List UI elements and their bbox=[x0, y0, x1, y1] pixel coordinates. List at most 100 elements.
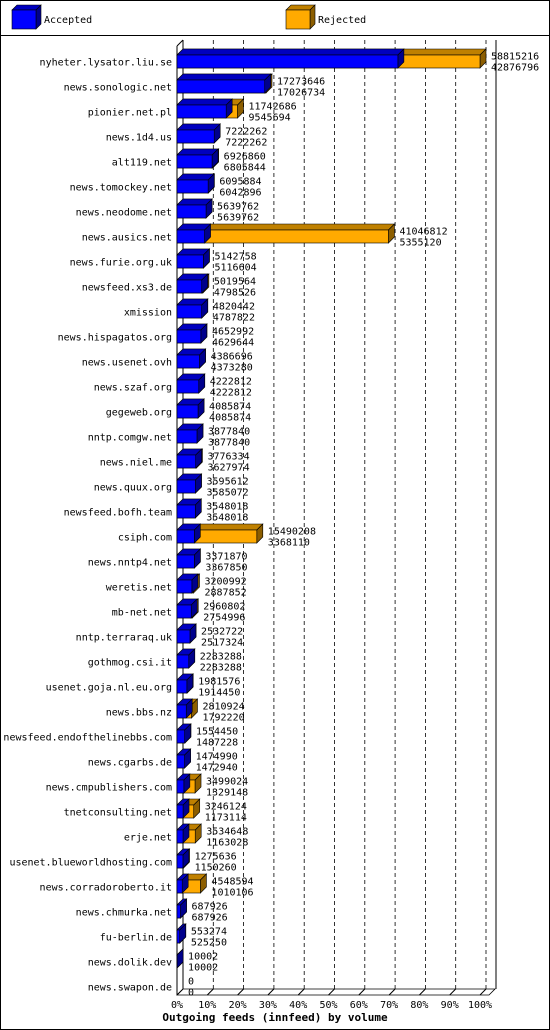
accepted-value-8: 5116604 bbox=[214, 263, 256, 274]
total-value-21: 3200992 bbox=[204, 577, 246, 588]
total-value-2: 11742686 bbox=[248, 102, 296, 113]
accepted-value-5: 6042896 bbox=[219, 188, 261, 199]
total-value-30: 3246124 bbox=[205, 802, 247, 813]
accepted-value-29: 1329148 bbox=[206, 788, 248, 799]
tick-mark-10 bbox=[479, 988, 487, 996]
x-tick-label-7: 70% bbox=[380, 1000, 398, 1011]
total-value-17: 3595612 bbox=[207, 477, 249, 488]
category-label-29: news.cmpublishers.com bbox=[46, 783, 172, 794]
category-label-20: news.nntp4.net bbox=[88, 558, 172, 569]
accepted-value-36: 10002 bbox=[188, 963, 218, 974]
accepted-bar-9-front bbox=[176, 279, 203, 294]
total-value-31: 3534648 bbox=[206, 827, 248, 838]
accepted-value-34: 687926 bbox=[192, 913, 228, 924]
accepted-value-6: 5639762 bbox=[217, 213, 259, 224]
total-value-1: 17273646 bbox=[277, 77, 325, 88]
total-value-29: 3499024 bbox=[206, 777, 248, 788]
total-value-3: 7222262 bbox=[225, 127, 267, 138]
tick-mark-9 bbox=[449, 988, 457, 996]
category-label-30: tnetconsulting.net bbox=[64, 808, 172, 819]
total-value-9: 5019564 bbox=[214, 277, 256, 288]
category-label-9: newsfeed.xs3.de bbox=[82, 283, 172, 294]
accepted-value-15: 3877840 bbox=[208, 438, 250, 449]
category-label-31: erje.net bbox=[124, 833, 172, 844]
legend-swatch-0 bbox=[11, 9, 37, 30]
total-value-22: 2960802 bbox=[203, 602, 245, 613]
accepted-bar-34-front bbox=[176, 904, 181, 919]
accepted-bar-5-top bbox=[176, 173, 215, 181]
total-value-28: 1474990 bbox=[196, 752, 238, 763]
category-label-36: news.dolik.dev bbox=[88, 958, 172, 969]
x-tick-label-2: 20% bbox=[229, 1000, 247, 1011]
accepted-bar-11-front bbox=[176, 329, 202, 344]
category-label-21: weretis.net bbox=[106, 583, 172, 594]
category-label-17: news.quux.org bbox=[94, 483, 172, 494]
accepted-bar-10-front bbox=[176, 304, 202, 319]
total-value-18: 3548018 bbox=[206, 502, 248, 513]
total-value-14: 4085874 bbox=[209, 402, 251, 413]
accepted-value-11: 4629644 bbox=[212, 338, 254, 349]
tick-mark-3 bbox=[267, 988, 275, 996]
accepted-bar-26-front bbox=[176, 704, 187, 719]
accepted-bar-8-front bbox=[176, 254, 204, 269]
accepted-value-9: 4798526 bbox=[214, 288, 256, 299]
category-label-37: news.swapon.de bbox=[88, 983, 172, 994]
tick-mark-4 bbox=[297, 988, 305, 996]
accepted-bar-30-front bbox=[176, 804, 184, 819]
accepted-bar-28-front bbox=[176, 754, 185, 769]
total-value-35: 553274 bbox=[191, 927, 227, 938]
legend-label-0: Accepted bbox=[44, 15, 92, 26]
legend-label-1: Rejected bbox=[318, 15, 366, 26]
total-value-8: 5142758 bbox=[214, 252, 256, 263]
accepted-value-19: 3368110 bbox=[268, 538, 310, 549]
accepted-bar-17-front bbox=[176, 479, 196, 494]
x-tick-label-5: 50% bbox=[319, 1000, 337, 1011]
accepted-bar-20-front bbox=[176, 554, 195, 569]
accepted-bar-21-front bbox=[176, 579, 193, 594]
category-label-16: news.niel.me bbox=[100, 458, 172, 469]
accepted-value-13: 4222812 bbox=[210, 388, 252, 399]
total-value-34: 687926 bbox=[192, 902, 228, 913]
accepted-bar-4-top bbox=[176, 148, 219, 156]
category-label-33: news.corradoroberto.it bbox=[40, 883, 172, 894]
total-value-33: 4548594 bbox=[211, 877, 253, 888]
accepted-bar-2-front bbox=[176, 104, 227, 119]
accepted-bar-6-front bbox=[176, 204, 207, 219]
total-value-16: 3776334 bbox=[207, 452, 249, 463]
total-value-25: 1981576 bbox=[198, 677, 240, 688]
category-label-32: usenet.blueworldhosting.com bbox=[9, 858, 172, 869]
accepted-value-33: 1010106 bbox=[211, 888, 253, 899]
category-label-12: news.usenet.ovh bbox=[82, 358, 172, 369]
category-label-1: news.sonologic.net bbox=[64, 83, 172, 94]
accepted-value-10: 4787822 bbox=[213, 313, 255, 324]
category-label-7: news.ausics.net bbox=[82, 233, 172, 244]
x-tick-label-10: 100% bbox=[468, 1000, 492, 1011]
category-label-28: news.cgarbs.de bbox=[88, 758, 172, 769]
accepted-value-0: 42876796 bbox=[491, 63, 539, 74]
accepted-value-23: 2517324 bbox=[201, 638, 243, 649]
accepted-bar-13-front bbox=[176, 379, 200, 394]
accepted-value-20: 3367850 bbox=[205, 563, 247, 574]
total-value-20: 3371870 bbox=[205, 552, 247, 563]
legend-swatch-1 bbox=[285, 9, 311, 30]
accepted-value-21: 2887852 bbox=[204, 588, 246, 599]
category-label-22: mb-net.net bbox=[112, 608, 172, 619]
tick-mark-2 bbox=[237, 988, 244, 996]
accepted-value-22: 2754996 bbox=[203, 613, 245, 624]
x-tick-label-8: 80% bbox=[410, 1000, 428, 1011]
accepted-bar-31-front bbox=[176, 829, 184, 844]
accepted-bar-16-front bbox=[176, 454, 196, 469]
accepted-bar-27-front bbox=[176, 729, 185, 744]
total-value-19: 15490208 bbox=[268, 527, 316, 538]
total-value-13: 4222812 bbox=[210, 377, 252, 388]
accepted-bar-14-front bbox=[176, 404, 199, 419]
accepted-bar-29-front bbox=[176, 779, 185, 794]
accepted-value-7: 5355120 bbox=[399, 238, 441, 249]
accepted-bar-22-front bbox=[176, 604, 192, 619]
accepted-bar-33-front bbox=[176, 879, 183, 894]
accepted-value-30: 1173114 bbox=[205, 813, 247, 824]
x-tick-label-0: 0% bbox=[171, 1000, 183, 1011]
accepted-bar-12-front bbox=[176, 354, 200, 369]
category-label-18: newsfeed.bofh.team bbox=[64, 508, 172, 519]
tick-mark-5 bbox=[328, 988, 335, 996]
